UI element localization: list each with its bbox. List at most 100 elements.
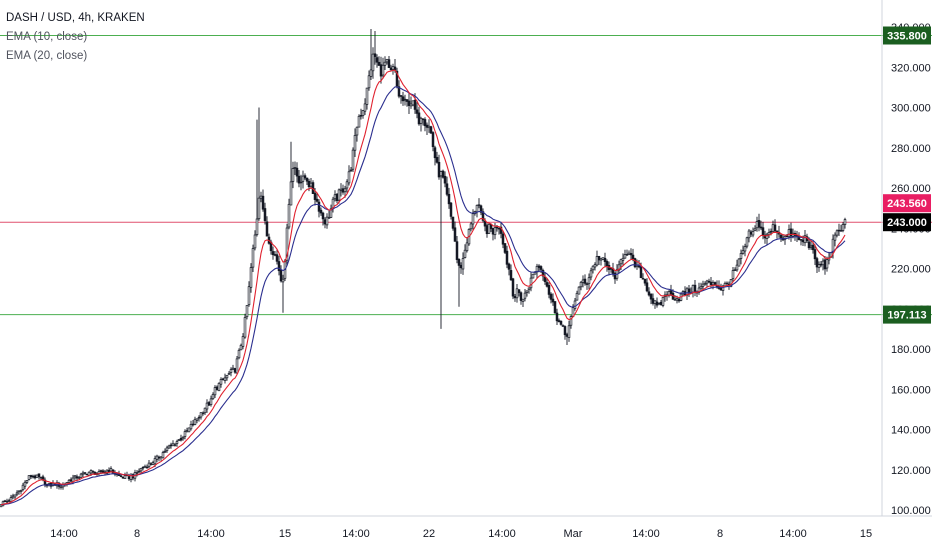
candle [243,313,247,339]
candle [507,262,511,276]
candle [813,244,817,265]
candle [453,221,457,242]
candle [147,460,151,468]
candle [361,109,365,119]
candle [441,169,445,179]
candle [481,208,485,223]
candle [825,256,829,272]
candle [387,56,391,68]
candle [699,282,703,290]
x-tick-label: Mar [564,528,583,540]
candle [735,259,739,272]
x-tick-label: 14:00 [632,528,660,540]
candle [367,70,371,91]
candle [287,198,291,230]
candle [707,278,711,284]
candle [633,257,637,269]
y-tick-label: 160.000 [891,384,931,396]
candle [83,472,87,475]
candle [193,416,197,426]
candle [595,250,599,267]
candle [205,399,209,413]
candle [173,442,177,447]
candle [345,179,349,194]
chart-legend: DASH / USD, 4h, KRAKEN EMA (10, close) E… [6,9,145,66]
candle [213,385,217,398]
candle [593,262,597,271]
candle [175,439,179,447]
candle [575,290,579,301]
candle [161,450,165,459]
candle [783,235,787,245]
candle [457,258,461,307]
candle [337,188,341,204]
time-axis[interactable]: 14:00 8 14:00 15 14:00 22 14:00 Mar 14:00 8 14:00 1… [50,528,872,540]
candle [479,204,483,216]
symbol-title[interactable]: DASH / USD, 4h, KRAKEN [6,12,145,24]
candle [731,267,735,283]
candle [601,257,605,261]
candle [265,216,269,237]
svg-text:197.113: 197.113 [887,310,926,322]
candle [605,259,609,272]
candle [357,114,361,128]
candle [447,187,451,209]
candle [79,472,83,478]
candle [455,236,459,264]
candle [751,227,755,238]
ema10-legend[interactable]: EMA (10, close) [6,31,88,43]
candle [629,248,633,260]
candle [219,377,223,388]
candle [255,119,259,237]
candle [177,439,181,442]
candle [349,167,353,172]
candle [553,301,557,314]
candle [563,325,567,340]
candle [15,490,19,497]
candle [317,199,321,218]
candle [429,125,433,134]
candle [163,448,167,453]
candle [621,253,625,266]
candle [373,31,377,65]
candle [477,198,481,209]
candle [189,420,193,431]
candle [401,91,405,106]
candle [145,464,149,469]
candle [515,284,519,303]
candle [251,244,255,272]
candle [569,315,573,329]
candle [247,281,251,307]
candle [589,267,593,281]
x-tick-label: 14:00 [197,528,225,540]
candle [27,475,31,481]
candle [353,128,357,157]
candle [487,223,491,234]
candle [303,173,307,180]
candle [573,298,577,311]
candle [431,131,435,152]
ema10-line [0,69,846,506]
candle [329,204,333,218]
candle [277,255,281,276]
y-tick-label: 260.000 [891,183,931,195]
candle [137,468,141,474]
candle [237,348,241,360]
candle [443,171,447,188]
ema20-legend[interactable]: EMA (20, close) [6,50,88,62]
candle [789,222,793,242]
candle [743,243,747,257]
candle [249,263,253,293]
x-tick-label: 14:00 [342,528,370,540]
candle [369,29,373,80]
candle [281,274,285,313]
candle [603,252,607,268]
candle [623,249,627,259]
candle [73,475,77,480]
candle [817,261,821,272]
x-tick-label: 22 [423,528,435,540]
candle [469,222,473,232]
candle [509,264,513,281]
candle [765,232,769,245]
